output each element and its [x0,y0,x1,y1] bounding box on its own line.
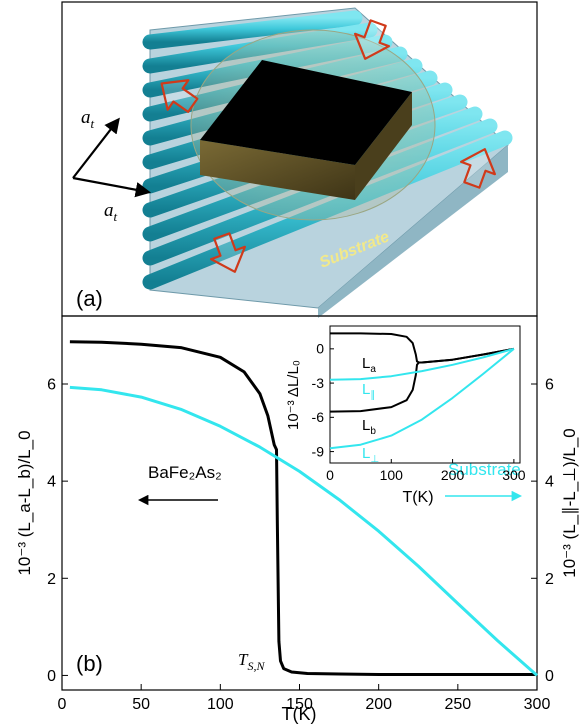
y-tick-label: 0 [47,668,56,685]
transition-label: TS,N [238,650,265,673]
x-axis-label: T(K) [282,704,317,724]
y2-tick-label: 2 [545,571,554,588]
y-tick-label: 2 [47,571,56,588]
inset-frame [330,326,520,463]
y-axis-label-right: 10⁻³ (L_∥-L_⊥)/L_0 [560,428,579,577]
inset-y-axis-label: 10⁻³ ΔL/L₀ [285,360,302,430]
x-tick-label: 0 [58,696,67,713]
y-tick-label: 0 [316,341,324,357]
annotation-sample: BaFe₂As₂ [148,463,222,482]
x-tick-label: 300 [524,696,551,713]
y-tick-label: -9 [312,443,325,459]
y2-tick-label: 0 [545,668,554,685]
x-tick-label: 100 [207,696,234,713]
y2-tick-label: 6 [545,377,554,394]
y-axis-label-left: 10⁻³ (L_a-L_b)/L_0 [15,430,34,575]
x-tick-label: 50 [132,696,150,713]
y2-tick-label: 4 [545,474,554,491]
x-tick-label: 100 [380,467,404,483]
x-tick-label: 250 [444,696,471,713]
inset-plot: 0 100 200 300-9-6-30 T(K) 10⁻³ ΔL/L₀ La L∥ … [285,326,526,506]
y-tick-label: -6 [312,409,325,425]
x-tick-label: 200 [441,467,465,483]
panel-a: at at Substrate (a) [62,2,537,318]
inset-x-axis-label: T(K) [402,489,433,506]
y-tick-label: 4 [47,474,56,491]
y-tick-label: 6 [47,377,56,394]
panel-b-label: (b) [76,651,103,676]
x-tick-label: 300 [502,467,526,483]
x-tick-label: 0 [326,467,334,483]
y-tick-label: -3 [312,375,325,391]
x-tick-label: 200 [365,696,392,713]
panel-a-label: (a) [76,286,103,311]
